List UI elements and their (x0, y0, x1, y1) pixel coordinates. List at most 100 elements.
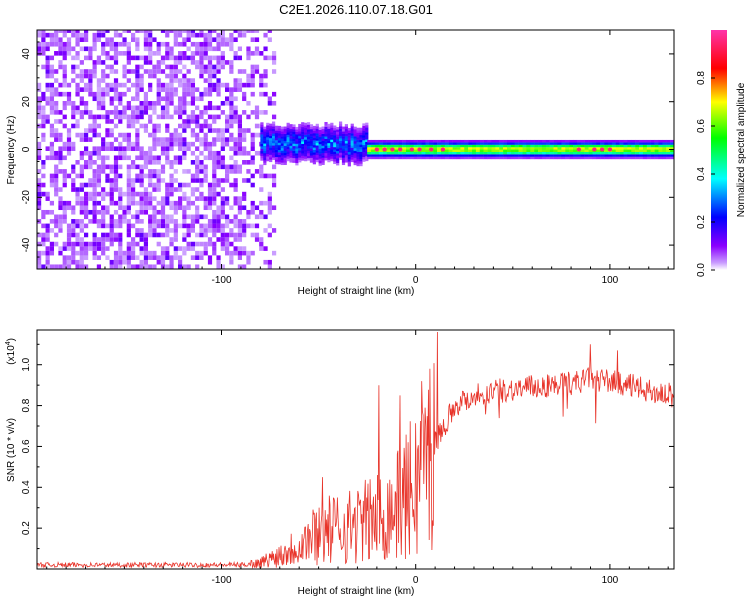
spectrogram-cell (118, 219, 123, 224)
spectrogram-cell (274, 154, 279, 158)
spectrogram-cell (37, 259, 42, 265)
spectrogram-cell (207, 91, 213, 97)
spectrogram-cell (312, 154, 316, 158)
spectrogram-cell (266, 158, 270, 162)
spectrogram-cell (557, 142, 562, 145)
spectrogram-cell (260, 131, 264, 135)
spectrogram-cell (365, 127, 369, 131)
spectrogram-cell (216, 223, 221, 229)
spectrogram-cell (75, 191, 80, 197)
spectrogram-cell (177, 223, 183, 229)
spectrogram-cell (101, 46, 106, 52)
spectrogram-cell (298, 135, 302, 139)
spectrogram-cell (199, 250, 204, 256)
spectrogram-cell (506, 147, 512, 150)
spectrogram-cell (160, 219, 166, 224)
spectrogram-cell (45, 55, 50, 61)
spectrogram-cell (79, 100, 84, 106)
spectrogram-cell (83, 37, 89, 43)
spectrogram-cell (126, 259, 131, 265)
spectrogram-cell (88, 55, 93, 61)
spectrogram-cell (203, 123, 208, 129)
spectrogram-cell (83, 255, 89, 260)
spectrogram-cell (156, 128, 161, 133)
spectrogram-cell (338, 133, 343, 137)
spectrogram-cell (195, 214, 200, 220)
spectrogram-cell (607, 154, 613, 157)
spectrogram-cell (96, 82, 102, 88)
spectrogram-cell (522, 144, 527, 148)
spectrogram-cell (165, 137, 170, 142)
spectrogram-cell (130, 246, 136, 251)
spectrogram-cell (49, 228, 55, 233)
spectrogram-cell (250, 200, 255, 206)
spectrogram-cell (584, 139, 589, 143)
spectrogram-cell (173, 64, 178, 70)
spectrogram-cell (398, 151, 403, 155)
spectrogram-cell (306, 141, 311, 144)
spectrogram-cell (113, 259, 119, 265)
spectrogram-cell (190, 223, 196, 229)
spectrogram-cell (553, 156, 558, 160)
spectrogram-cell (224, 196, 230, 201)
spectrogram-cell (156, 82, 161, 88)
spectrogram-cell (271, 140, 276, 144)
spectrogram-cell (54, 187, 59, 192)
spectrogram-cell (344, 145, 349, 149)
spectrogram-cell (437, 151, 442, 155)
spectrogram-cell (45, 82, 50, 88)
spectrogram-cell (71, 164, 76, 170)
spectrogram-cell (321, 157, 325, 161)
spectrogram-cell (135, 232, 140, 238)
spectrogram-cell (190, 100, 196, 106)
spectrogram-cell (126, 228, 131, 233)
spectrogram-cell (263, 143, 267, 146)
spectrogram-cell (203, 91, 208, 97)
spectrogram-cell (101, 205, 106, 211)
spectrogram-cell (83, 87, 89, 92)
spectrogram-cell (321, 148, 325, 151)
spectrogram-cell (635, 151, 640, 155)
spectrogram-cell (139, 232, 144, 238)
spectrogram-cell (101, 219, 106, 224)
spectrogram-cell (148, 169, 153, 174)
spectrogram-cell (646, 154, 651, 157)
spectrogram-cell (130, 146, 136, 151)
spectrogram-cell (220, 82, 225, 88)
spectrogram-cell (148, 55, 153, 61)
spectrogram-cell (233, 105, 238, 111)
spectrogram-cell (530, 139, 535, 143)
spectrogram-cell (341, 157, 346, 161)
spectrogram-cell (378, 151, 383, 155)
spectrogram-cell (670, 144, 674, 148)
spectrogram-cell (503, 154, 508, 157)
spectrogram-cell (615, 142, 620, 145)
spectrogram-cell (263, 228, 268, 233)
spectrogram-cell (109, 87, 114, 92)
spectrogram-cell (186, 78, 191, 83)
spectrogram-cell (113, 30, 119, 33)
spectrogram-cell (113, 32, 119, 38)
spectrogram-cell (75, 105, 80, 111)
spectrogram-cell (62, 264, 67, 269)
spectrogram-cell (421, 147, 426, 150)
spectrogram-cell (190, 228, 196, 233)
spectrogram-cell (173, 219, 178, 224)
spectrogram-cell (195, 241, 200, 247)
spectrogram-cell (212, 37, 217, 43)
spectrogram-cell (318, 160, 322, 164)
spectrogram-cell (269, 128, 273, 132)
spectrogram-cell (143, 91, 149, 97)
spectrogram-cell (367, 154, 372, 157)
spectrogram-cell (237, 223, 243, 229)
spectrogram-cell (289, 145, 293, 149)
spectrogram-cell (62, 246, 67, 251)
spectrogram-cell (260, 150, 264, 154)
spectrogram-cell (216, 259, 221, 265)
spectrogram-cell (41, 46, 46, 52)
spectrogram-cell (130, 237, 136, 242)
spectrogram-cell (341, 138, 346, 142)
spectrogram-cell (359, 156, 363, 160)
spectrogram-cell (207, 64, 213, 70)
spectrogram-cell (216, 178, 221, 183)
